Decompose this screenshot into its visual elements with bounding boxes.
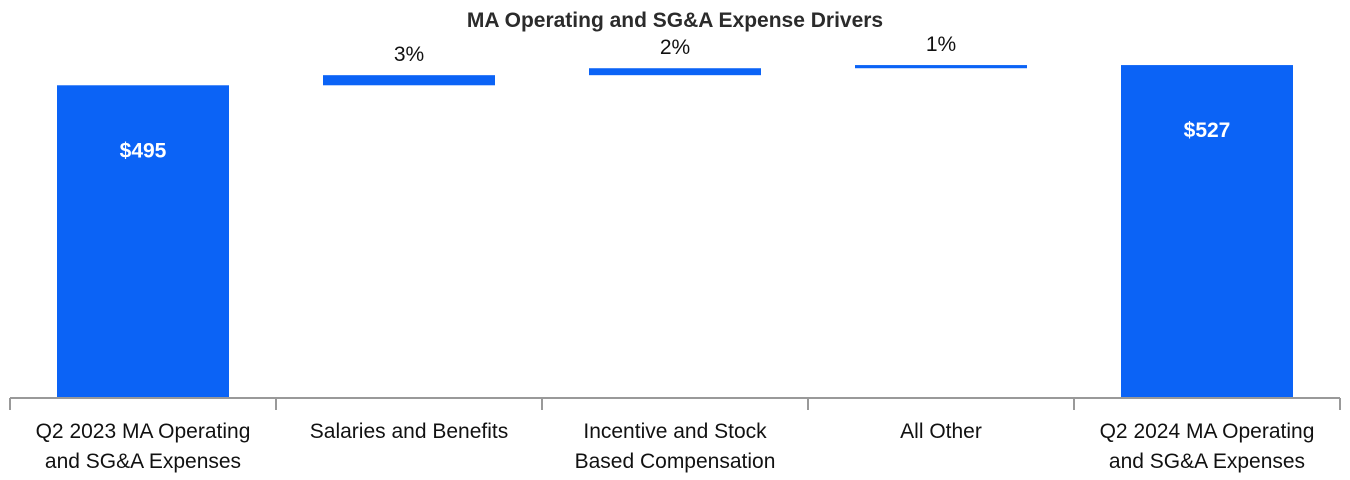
category-label-3: All Other (900, 420, 982, 443)
data-label-0: $495 (120, 139, 167, 162)
bars-group (57, 65, 1293, 399)
bar-2 (589, 68, 761, 76)
category-label-2: Incentive and Stock Based Compensation (575, 420, 776, 473)
category-label-1: Salaries and Benefits (310, 420, 508, 443)
x-axis (9, 397, 1341, 410)
category-labels: Q2 2023 MA Operating and SG&A Expenses Sal… (36, 420, 1315, 473)
bar-1 (323, 75, 495, 86)
category-label-4: Q2 2024 MA Operating and SG&A Expenses (1100, 420, 1315, 473)
data-label-2: 2% (660, 36, 690, 59)
bar-4 (1121, 65, 1293, 399)
bar-3 (855, 65, 1027, 69)
data-label-3: 1% (926, 33, 956, 56)
category-label-0: Q2 2023 MA Operating and SG&A Expenses (36, 420, 251, 473)
data-label-4: $527 (1184, 119, 1231, 142)
data-label-1: 3% (394, 43, 424, 66)
data-labels: $495 3% 2% 1% $527 (120, 33, 1231, 162)
chart-title: MA Operating and SG&A Expense Drivers (467, 9, 883, 32)
bar-0 (57, 85, 229, 399)
